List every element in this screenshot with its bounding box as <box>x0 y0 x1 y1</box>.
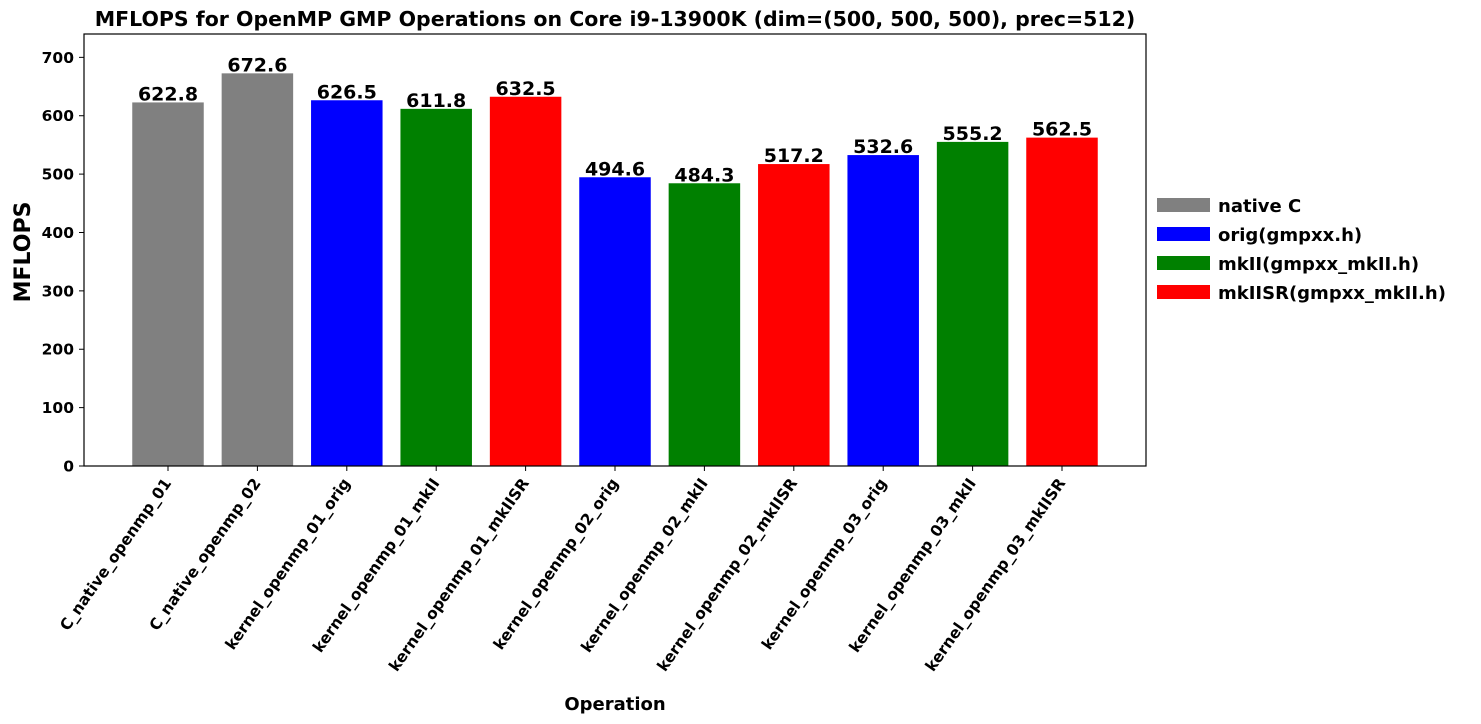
legend-swatch <box>1157 285 1210 299</box>
y-tick-label: 700 <box>42 49 75 67</box>
data-label: 562.5 <box>1032 119 1092 141</box>
legend-swatch <box>1157 198 1210 212</box>
data-label: 622.8 <box>138 83 198 105</box>
legend-label: orig(gmpxx.h) <box>1218 225 1362 246</box>
bar-C_native_openmp_02 <box>221 73 294 466</box>
legend-label: mkIISR(gmpxx_mkII.h) <box>1218 283 1446 304</box>
bar-kernel_openmp_02_mkII <box>668 183 741 467</box>
y-axis: 0 100 200 300 400 500 600 700 <box>42 49 84 476</box>
legend-swatch <box>1157 256 1210 270</box>
bar-kernel_openmp_02_orig <box>579 177 651 466</box>
y-tick-label: 0 <box>63 458 74 476</box>
bar-kernel_openmp_02_mkIISR <box>758 164 830 467</box>
bar-kernel_openmp_03_orig <box>847 155 919 466</box>
legend-label: native C <box>1218 196 1301 217</box>
data-label: 632.5 <box>496 78 556 100</box>
legend-label: mkII(gmpxx_mkII.h) <box>1218 254 1419 275</box>
data-label: 555.2 <box>943 123 1003 145</box>
y-tick-label: 500 <box>42 166 75 184</box>
y-tick-label: 400 <box>42 224 75 242</box>
data-label: 532.6 <box>853 136 913 158</box>
bar-kernel_openmp_01_orig <box>311 100 383 466</box>
x-axis-label: Operation <box>564 694 665 715</box>
y-tick-label: 600 <box>42 107 75 125</box>
plot-area-frame <box>83 33 1147 467</box>
bars-group <box>132 73 1098 467</box>
bar-kernel_openmp_03_mkIISR <box>1026 137 1098 466</box>
data-label: 494.6 <box>585 158 645 180</box>
y-tick-label: 200 <box>42 341 75 359</box>
bar-kernel_openmp_01_mkII <box>400 108 472 467</box>
data-label: 672.6 <box>227 54 287 76</box>
data-label: 484.3 <box>674 164 734 186</box>
y-tick-label: 300 <box>42 282 75 300</box>
y-axis-label: MFLOPS <box>11 202 36 303</box>
bar-kernel_openmp_01_mkIISR <box>489 96 562 466</box>
data-label: 611.8 <box>406 90 466 112</box>
data-labels-group: 622.8 672.6 626.5 611.8 632.5 494.6 484.3 517.2… <box>138 54 1092 186</box>
bar-kernel_openmp_03_mkII <box>936 141 1009 466</box>
chart-title: MFLOPS for OpenMP GMP Operations on Core… <box>95 7 1136 31</box>
bar-C_native_openmp_01 <box>132 102 204 466</box>
y-tick-label: 100 <box>42 399 75 417</box>
data-label: 626.5 <box>317 81 377 103</box>
legend-swatch <box>1157 227 1210 241</box>
legend: native C orig(gmpxx.h) mkII(gmpxx_mkII.h)m… <box>1157 196 1446 304</box>
data-label: 517.2 <box>764 145 824 167</box>
x-axis: C_native_openmp_01C_native_openmp_02kern… <box>56 466 1069 675</box>
